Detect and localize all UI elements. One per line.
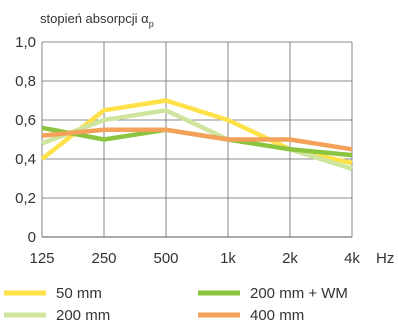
legend-item-0: 50 mm bbox=[4, 285, 102, 302]
y-axis-ticks: 0 0,2 0,4 0,6 0,8 1,0 bbox=[15, 34, 36, 246]
legend-label: 50 mm bbox=[56, 285, 102, 302]
legend-item-1: 200 mm bbox=[4, 307, 110, 324]
legend-item-3: 400 mm bbox=[198, 307, 304, 324]
series-line-1 bbox=[41, 108, 353, 171]
y-tick-label: 0,2 bbox=[15, 190, 36, 207]
legend-label: 400 mm bbox=[250, 307, 304, 324]
chart-title: stopień absorpcji αp bbox=[40, 11, 154, 29]
x-axis-ticks: 125 250 500 1k 2k 4k bbox=[29, 250, 360, 267]
x-axis-unit: Hz bbox=[376, 250, 394, 267]
chart-title-subscript: p bbox=[149, 19, 154, 29]
y-tick-label: 0 bbox=[28, 229, 36, 246]
legend-item-2: 200 mm + WM bbox=[198, 285, 348, 302]
y-tick-label: 0,6 bbox=[15, 112, 36, 129]
chart-title-main: stopień absorpcji α bbox=[40, 11, 149, 26]
y-tick-label: 1,0 bbox=[15, 34, 36, 51]
x-tick-label: 1k bbox=[220, 250, 236, 267]
series-lines bbox=[40, 98, 353, 171]
x-tick-label: 250 bbox=[91, 250, 116, 267]
x-tick-label: 500 bbox=[153, 250, 178, 267]
legend-label: 200 mm + WM bbox=[250, 285, 348, 302]
y-tick-label: 0,4 bbox=[15, 151, 36, 168]
x-tick-label: 125 bbox=[29, 250, 54, 267]
series-line-3 bbox=[41, 127, 353, 152]
legend-label: 200 mm bbox=[56, 307, 110, 324]
legend: 50 mm 200 mm + WM 200 mm 400 mm bbox=[4, 285, 348, 324]
x-tick-label: 2k bbox=[282, 250, 298, 267]
x-tick-label: 4k bbox=[344, 250, 360, 267]
grid bbox=[41, 41, 353, 238]
y-tick-label: 0,8 bbox=[15, 73, 36, 90]
